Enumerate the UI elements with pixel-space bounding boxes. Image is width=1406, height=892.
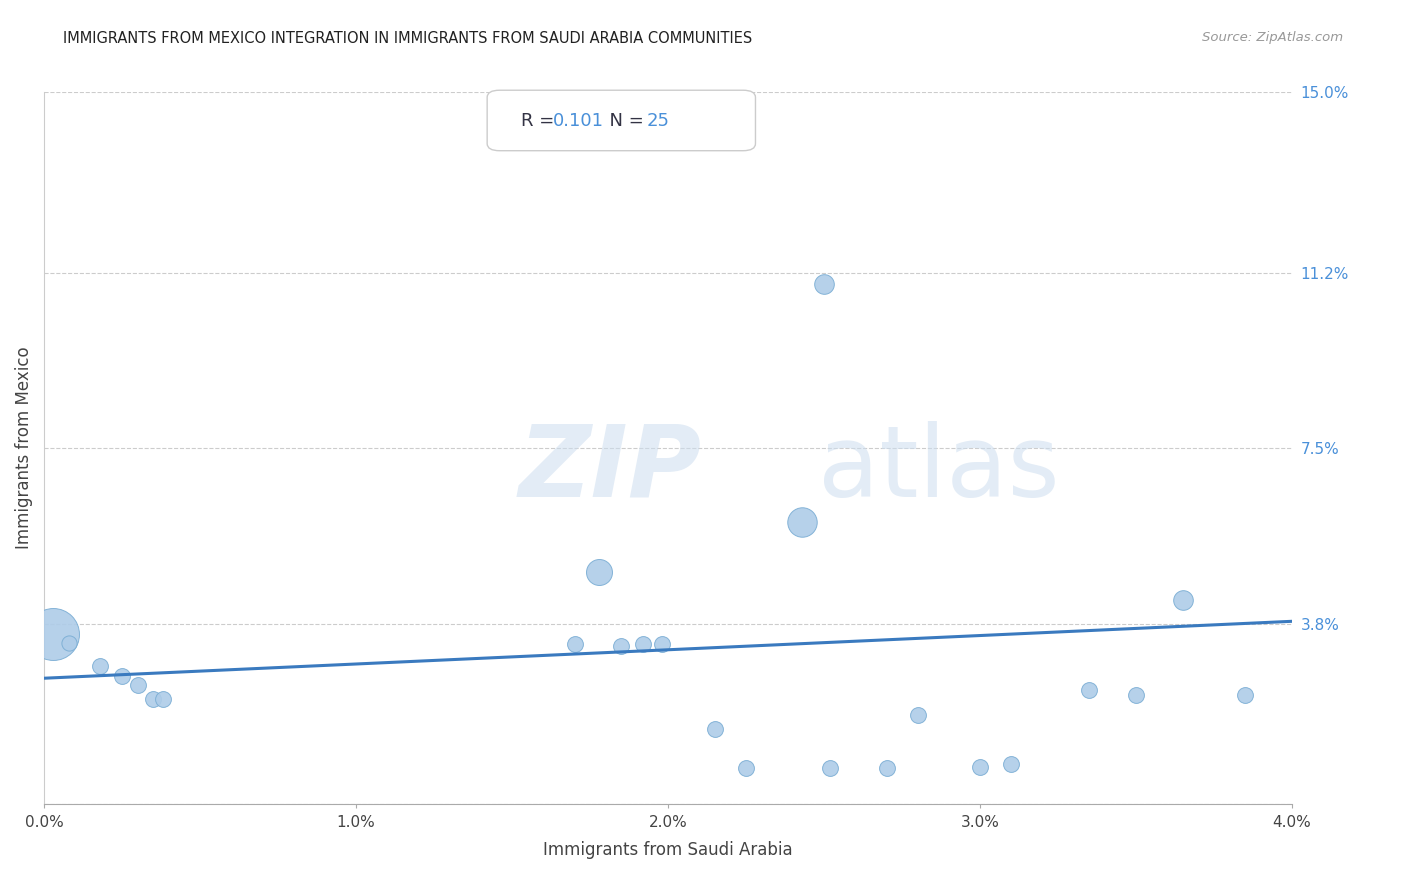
Y-axis label: Immigrants from Mexico: Immigrants from Mexico	[15, 347, 32, 549]
FancyBboxPatch shape	[486, 90, 755, 151]
Point	[610, 639, 633, 653]
Point	[564, 637, 586, 651]
Text: Source: ZipAtlas.com: Source: ZipAtlas.com	[1202, 31, 1343, 45]
Text: 0.101: 0.101	[554, 112, 605, 130]
Point	[58, 635, 80, 649]
Point	[907, 707, 929, 722]
Point	[969, 760, 991, 774]
Text: R =: R =	[520, 112, 560, 130]
Point	[1000, 756, 1022, 771]
Point	[1171, 593, 1194, 607]
Text: atlas: atlas	[818, 421, 1060, 518]
Point	[876, 761, 898, 775]
Point	[111, 669, 134, 683]
Point	[813, 277, 835, 292]
Point	[792, 515, 814, 529]
Point	[588, 566, 610, 580]
Point	[631, 637, 654, 651]
Point	[735, 761, 758, 775]
X-axis label: Immigrants from Saudi Arabia: Immigrants from Saudi Arabia	[543, 841, 793, 859]
Point	[703, 722, 725, 736]
Point	[152, 691, 174, 706]
Text: 25: 25	[647, 112, 669, 130]
Text: ZIP: ZIP	[519, 421, 702, 518]
Point	[1125, 688, 1147, 702]
Point	[89, 659, 111, 673]
Text: IMMIGRANTS FROM MEXICO INTEGRATION IN IMMIGRANTS FROM SAUDI ARABIA COMMUNITIES: IMMIGRANTS FROM MEXICO INTEGRATION IN IM…	[63, 31, 752, 46]
Point	[1234, 688, 1257, 702]
Point	[42, 627, 65, 641]
Point	[651, 637, 673, 651]
Point	[127, 678, 149, 692]
Point	[1078, 683, 1101, 698]
Text: N =: N =	[598, 112, 650, 130]
Point	[142, 691, 165, 706]
Point	[820, 761, 842, 775]
